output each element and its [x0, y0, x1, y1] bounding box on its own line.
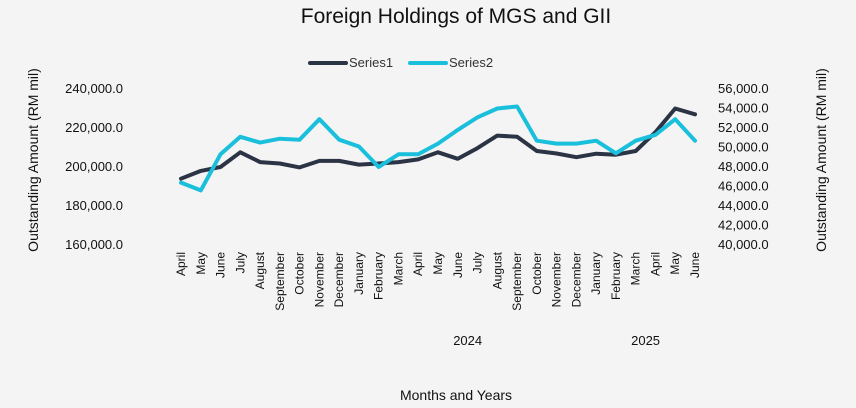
x-year-label: 2024	[453, 333, 482, 348]
x-tick-label: June	[214, 252, 228, 278]
x-year-label: 2025	[631, 333, 660, 348]
y-axis-right: 40,000.0 42,000.0 44,000.0 46,000.0 48,000.0…	[718, 81, 769, 252]
y-axis-title-left: Outstanding Amount (RM mil)	[25, 68, 41, 252]
x-tick-label: May	[431, 252, 445, 275]
x-tick-label: November	[312, 252, 326, 307]
x-axis: April May June July August September October No…	[174, 251, 702, 310]
x-tick-label: March	[391, 252, 405, 285]
x-tick-label: March	[629, 252, 643, 285]
chart-title: Foreign Holdings of MGS and GII	[301, 5, 611, 28]
y-axis-left: 160,000.0 180,000.0 200,000.0 220,000.0 240,…	[65, 81, 123, 252]
y-axis-title-right: Outstanding Amount (RM mil)	[813, 68, 829, 252]
x-axis-title: Months and Years	[400, 387, 512, 403]
plot-area	[179, 104, 697, 193]
legend: Series1 Series2	[308, 55, 493, 70]
x-tick-label: June	[451, 252, 465, 278]
x-tick-label: November	[550, 252, 564, 307]
y-tick-label-right: 44,000.0	[718, 198, 769, 213]
x-tick-label: July	[471, 252, 485, 273]
x-tick-label: December	[569, 252, 583, 307]
legend-label-series2: Series2	[449, 55, 493, 70]
x-tick-label: October	[530, 252, 544, 295]
y-tick-label-right: 48,000.0	[718, 159, 769, 174]
x-tick-label: September	[273, 252, 287, 311]
y-tick-label-right: 46,000.0	[718, 179, 769, 194]
x-tick-label: July	[233, 252, 247, 273]
y-tick-label-left: 240,000.0	[65, 81, 123, 96]
y-tick-label-right: 56,000.0	[718, 81, 769, 96]
x-tick-label: May	[668, 252, 682, 275]
x-tick-label: June	[688, 252, 702, 278]
x-tick-label: April	[648, 252, 662, 276]
y-tick-label-right: 42,000.0	[718, 218, 769, 233]
x-tick-label: August	[490, 251, 504, 289]
y-tick-label-right: 52,000.0	[718, 120, 769, 135]
x-tick-label: February	[372, 252, 386, 300]
x-axis-years: 2024 2025	[453, 333, 660, 348]
x-tick-label: April	[411, 252, 425, 276]
x-tick-label: August	[253, 251, 267, 289]
y-tick-label-left: 220,000.0	[65, 120, 123, 135]
x-tick-label: February	[609, 252, 623, 300]
series-line-series2	[179, 104, 697, 193]
x-tick-label: May	[194, 252, 208, 275]
x-tick-label: April	[174, 252, 188, 276]
series-line-series1	[179, 106, 697, 181]
y-tick-label-left: 180,000.0	[65, 198, 123, 213]
x-tick-label: September	[510, 252, 524, 311]
x-tick-label: December	[332, 252, 346, 307]
legend-label-series1: Series1	[349, 55, 393, 70]
y-tick-label-right: 54,000.0	[718, 101, 769, 116]
x-tick-label: January	[352, 252, 366, 295]
y-tick-label-right: 40,000.0	[718, 237, 769, 252]
y-tick-label-left: 200,000.0	[65, 159, 123, 174]
x-tick-label: October	[293, 252, 307, 295]
y-tick-label-right: 50,000.0	[718, 140, 769, 155]
y-tick-label-left: 160,000.0	[65, 237, 123, 252]
x-tick-label: January	[589, 252, 603, 295]
